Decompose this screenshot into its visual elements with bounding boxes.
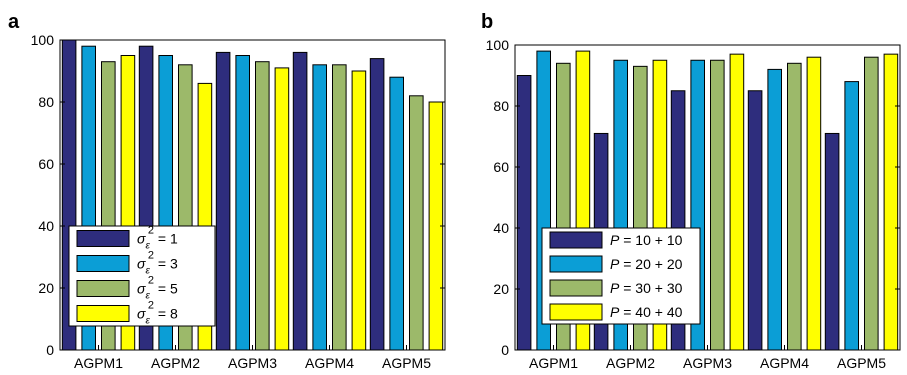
y-tick-label: 60 — [493, 159, 509, 175]
legend-swatch — [76, 305, 130, 322]
y-tick-label: 80 — [493, 98, 509, 114]
y-tick-label: 20 — [38, 280, 54, 296]
legend-entry: σε2 = 8 — [137, 300, 178, 327]
y-tick-label: 20 — [493, 281, 509, 297]
y-tick-label: 100 — [486, 37, 510, 53]
bar-AGPM3-series-1 — [215, 51, 231, 351]
y-tick-label: 40 — [38, 218, 54, 234]
bar-AGPM3-series-2 — [235, 55, 250, 351]
y-tick-label: 100 — [31, 32, 55, 48]
legend-entry: P = 40 + 40 — [610, 304, 683, 320]
x-tick-label: AGPM4 — [305, 355, 354, 371]
bar-AGPM1-series-1 — [516, 75, 532, 351]
panel-label: b — [481, 11, 493, 33]
x-tick-label: AGPM3 — [683, 355, 732, 371]
x-tick-label: AGPM1 — [74, 355, 123, 371]
legend-swatch — [76, 255, 130, 272]
bar-AGPM5-series-3 — [864, 56, 879, 351]
legend-entry: σε2 = 1 — [137, 225, 178, 252]
bar-AGPM4-series-3 — [787, 62, 802, 351]
bar-AGPM5-series-3 — [409, 95, 424, 351]
legend-entry: P = 10 + 10 — [610, 232, 683, 248]
bar-AGPM3-series-3 — [710, 59, 725, 351]
bar-AGPM4-series-2 — [312, 64, 327, 351]
x-tick-label: AGPM5 — [382, 355, 431, 371]
y-tick-label: 40 — [493, 220, 509, 236]
panel-a: a AGPM1 AGPM2 AGPM3 AGPM4 AGPM5 0 20 40 60 80 100 σε… — [8, 11, 446, 371]
panel-label: a — [8, 11, 20, 33]
bar-AGPM5-series-2 — [389, 76, 404, 351]
bar-AGPM3-series-4 — [729, 53, 745, 351]
x-tick-label: AGPM1 — [529, 355, 578, 371]
y-tick-label: 60 — [38, 156, 54, 172]
legend-entry: σε2 = 5 — [137, 275, 178, 302]
bar-AGPM5-series-4 — [883, 53, 899, 351]
y-tick-label: 0 — [501, 342, 509, 358]
legend-swatch — [549, 255, 603, 273]
bar-AGPM4-series-1 — [292, 51, 308, 351]
y-tick-label: 80 — [38, 94, 54, 110]
x-tick-label: AGPM2 — [151, 355, 200, 371]
y-tick-label: 0 — [46, 342, 54, 358]
legend-entry: P = 20 + 20 — [610, 256, 683, 272]
legend-swatch — [549, 279, 603, 297]
bar-AGPM5-series-1 — [824, 132, 840, 351]
x-tick-label: AGPM3 — [228, 355, 277, 371]
x-tick-label: AGPM5 — [837, 355, 886, 371]
bar-AGPM4-series-2 — [767, 68, 783, 351]
legend: P = 10 + 10 P = 20 + 20 P = 30 + 30 P = 40 … — [541, 227, 701, 325]
bar-AGPM3-series-3 — [255, 61, 270, 351]
legend-swatch — [549, 231, 603, 249]
legend-entry: σε2 = 3 — [137, 250, 178, 277]
panel-b: b AGPM1 AGPM2 AGPM3 AGPM4 AGPM5 0 20 40 60 80 100 P … — [481, 11, 901, 371]
legend-swatch — [76, 230, 130, 247]
bar-AGPM4-series-3 — [332, 64, 347, 351]
legend-swatch — [549, 303, 603, 321]
bar-AGPM5-series-1 — [369, 58, 385, 351]
legend-swatch — [76, 280, 130, 297]
x-tick-label: AGPM2 — [606, 355, 655, 371]
bar-AGPM3-series-4 — [274, 67, 290, 351]
bar-AGPM4-series-4 — [351, 70, 367, 351]
bar-AGPM4-series-1 — [747, 90, 763, 351]
bar-AGPM5-series-2 — [844, 81, 860, 351]
x-tick-label: AGPM4 — [760, 355, 809, 371]
legend-entry: P = 30 + 30 — [610, 280, 683, 296]
bar-AGPM4-series-4 — [806, 56, 822, 351]
